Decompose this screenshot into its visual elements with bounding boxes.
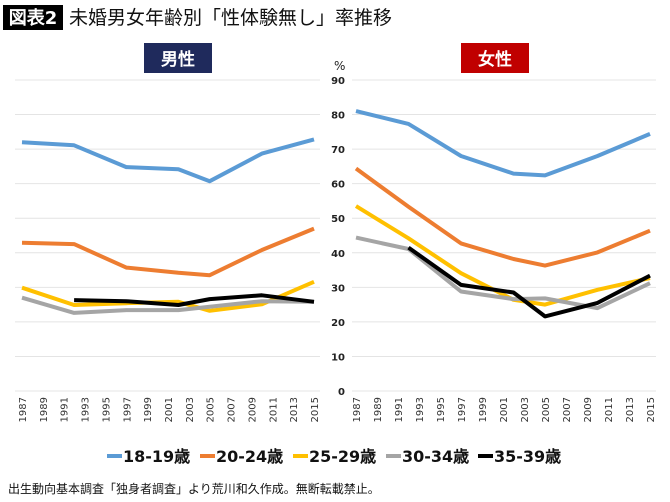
y-tick-label: 80 xyxy=(331,111,345,122)
x-tick-label: 2009 xyxy=(247,397,258,422)
x-tick-label: 2003 xyxy=(520,397,531,422)
legend: 18-19歳 20-24歳 25-29歳 30-34歳 35-39歳 xyxy=(107,447,561,466)
x-tick-label: 1993 xyxy=(415,397,426,422)
x-tick-label: 2007 xyxy=(562,397,573,422)
figure-badge-text: 図表2 xyxy=(9,7,58,29)
series-line-20-24歳 xyxy=(354,166,651,268)
x-tick-label: 2011 xyxy=(604,397,615,422)
legend-item: 20-24歳 xyxy=(200,447,283,466)
x-tick-label: 2003 xyxy=(185,397,196,422)
legend-item: 35-39歳 xyxy=(478,447,561,466)
figure-badge xyxy=(3,5,63,30)
x-tick-label: 1993 xyxy=(81,397,92,422)
x-tick-label: 2007 xyxy=(227,397,238,422)
chart-title: 未婚男女年齢別「性体験無し」率推移 xyxy=(69,7,392,29)
x-tick-label: 1991 xyxy=(60,397,71,422)
legend-item: 25-29歳 xyxy=(293,447,376,466)
y-tick-label: 70 xyxy=(331,145,345,156)
x-tick-label: 1987 xyxy=(18,397,29,422)
x-tick-label: 1995 xyxy=(101,397,112,422)
legend-label: 30-34歳 xyxy=(402,447,469,466)
y-tick-label: 20 xyxy=(331,318,345,329)
legend-label: 20-24歳 xyxy=(216,447,283,466)
series-line-30-34歳 xyxy=(21,295,315,315)
x-tick-label: 1999 xyxy=(478,397,489,422)
x-tick-label: 1989 xyxy=(39,397,50,422)
legend-label: 35-39歳 xyxy=(494,447,561,466)
legend-item: 30-34歳 xyxy=(386,447,469,466)
series-line-35-39歳 xyxy=(407,245,651,319)
x-tick-label: 1999 xyxy=(143,397,154,422)
series-line-25-29歳 xyxy=(21,279,315,313)
y-tick-label: 60 xyxy=(331,180,345,191)
x-tick-label: 2015 xyxy=(310,397,321,422)
x-tick-label: 2005 xyxy=(206,397,217,422)
source-note: 出生動向基本調査「独身者調査」より荒川和久作成。無断転載禁止。 xyxy=(8,481,380,496)
series-line-35-39歳 xyxy=(74,293,315,307)
y-tick-label: 10 xyxy=(331,352,345,363)
series-line-18-19歳 xyxy=(21,137,315,184)
series-line-20-24歳 xyxy=(21,226,315,278)
legend-label: 25-29歳 xyxy=(309,447,376,466)
x-tick-label: 2015 xyxy=(646,397,657,422)
x-tick-label: 2001 xyxy=(499,397,510,422)
x-tick-label: 1997 xyxy=(122,397,133,422)
x-tick-label: 1995 xyxy=(436,397,447,422)
y-tick-label: 30 xyxy=(331,283,345,294)
x-tick-label: 2005 xyxy=(541,397,552,422)
y-tick-label: 0 xyxy=(338,387,345,398)
x-tick-label: 2011 xyxy=(268,397,279,422)
y-tick-label: 90 xyxy=(331,76,345,87)
x-tick-label: 2013 xyxy=(625,397,636,422)
male-panel-title: 男性 xyxy=(161,49,195,70)
male-panel-label-box xyxy=(144,43,212,73)
x-tick-label: 1991 xyxy=(394,397,405,422)
x-tick-label: 2001 xyxy=(164,397,175,422)
x-tick-label: 2013 xyxy=(289,397,300,422)
male-plot: 1987 1989 1991 1993 1995 1997 1999 2001 2003 2005… xyxy=(15,79,321,422)
legend-label: 18-19歳 xyxy=(123,447,190,466)
legend-item: 18-19歳 xyxy=(107,447,190,466)
x-tick-label: 2009 xyxy=(583,397,594,422)
series-line-18-19歳 xyxy=(355,109,651,178)
y-tick-label: 40 xyxy=(331,249,345,260)
x-tick-label: 1989 xyxy=(373,397,384,422)
x-tick-label: 1997 xyxy=(457,397,468,422)
y-tick-label: 50 xyxy=(331,214,345,225)
x-tick-label: 1987 xyxy=(352,397,363,422)
female-panel-label-box xyxy=(461,43,529,73)
y-axis-unit: % xyxy=(334,59,345,73)
female-plot: 0 10 20 30 40 50 60 70 80 90 1987 1989 1991 1993 1995 1… xyxy=(331,76,657,422)
female-panel-title: 女性 xyxy=(478,49,512,70)
